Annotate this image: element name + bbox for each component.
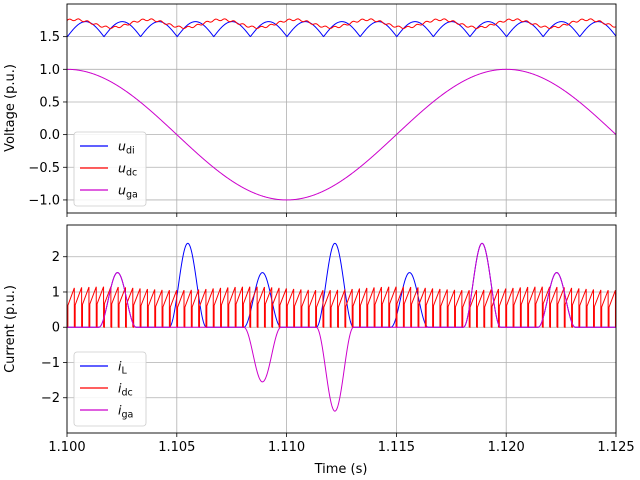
y-tick-label: 2 [52, 250, 60, 265]
y-tick-label: 1 [52, 285, 60, 300]
current-plot-area: 210−1−21.100 1.105 1.110 1.115 1.120 1.125iLi… [41, 224, 635, 455]
x-tick-label: 1.110 [268, 440, 305, 455]
y-tick-label: −1 [41, 356, 60, 371]
current-y-axis-label: Current (p.u.) [3, 285, 18, 373]
legend-entry: uga [118, 183, 138, 201]
y-tick-label: 1.0 [39, 63, 60, 78]
axis-labels: Voltage (p.u.) Current (p.u.) Time (s) [3, 64, 367, 477]
legend: udi udc uga [73, 131, 147, 207]
y-tick-label: 1.5 [39, 30, 60, 45]
series-line-u-ga [67, 68, 616, 201]
legend-entry: udc [118, 161, 137, 179]
x-tick-label: 1.125 [597, 440, 634, 455]
y-tick-label: 0 [52, 321, 60, 336]
axes-frame [66, 224, 617, 434]
legend: iL idc iga [73, 351, 147, 427]
x-tick-label: 1.100 [48, 440, 85, 455]
legend-entry: idc [118, 381, 133, 399]
voltage-y-axis-label: Voltage (p.u.) [3, 64, 18, 152]
y-tick-label: 0.5 [39, 95, 60, 110]
axes-frame [66, 3, 617, 214]
y-tick-label: −0.5 [28, 161, 60, 176]
y-tick-label: −2 [41, 391, 60, 406]
x-tick-label: 1.105 [158, 440, 195, 455]
x-tick-label: 1.115 [378, 440, 415, 455]
voltage-plot-area: 1.5 1.0 0.5 0.0 −0.5 −1.0 udi udc uga [28, 3, 617, 217]
series-line-i-dc [67, 286, 616, 328]
series-line-u-dc [67, 18, 616, 29]
legend-entry: iga [118, 403, 133, 421]
series-line-i-L [67, 242, 616, 328]
legend-entry: udi [118, 139, 135, 157]
y-tick-label: −1.0 [28, 193, 60, 208]
series-line-i-ga [67, 242, 616, 412]
y-tick-label: 0.0 [39, 128, 60, 143]
x-axis-label: Time (s) [314, 462, 368, 477]
x-tick-label: 1.120 [488, 440, 525, 455]
legend-entry: iL [118, 359, 127, 377]
